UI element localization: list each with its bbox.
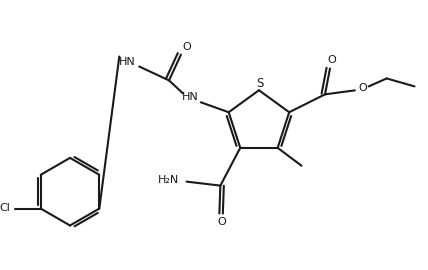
Text: HN: HN [181,92,198,102]
Text: H₂N: H₂N [158,175,179,185]
Text: O: O [358,83,367,93]
Text: O: O [217,217,226,227]
Text: O: O [327,55,336,65]
Text: Cl: Cl [0,202,10,212]
Text: HN: HN [119,56,136,66]
Text: S: S [256,77,264,90]
Text: O: O [183,42,191,52]
